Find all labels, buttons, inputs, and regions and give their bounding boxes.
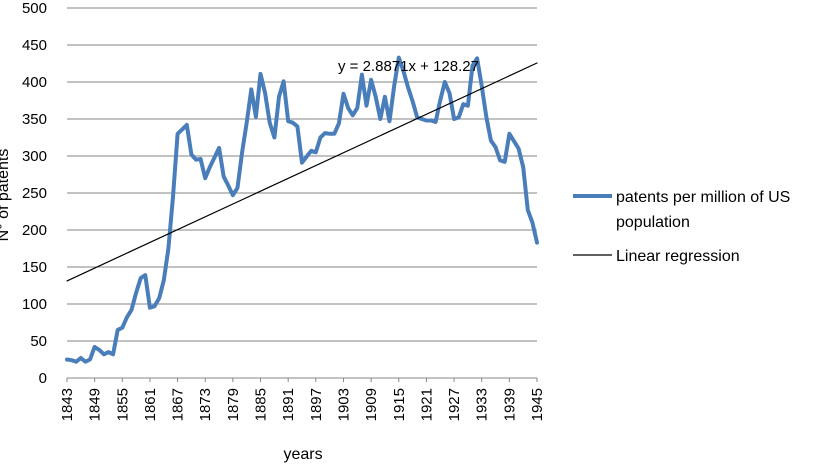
y-tick-label: 0 — [39, 370, 47, 387]
y-tick-label: 450 — [22, 37, 47, 54]
legend-label-regression: Linear regression — [616, 248, 740, 265]
y-tick-label: 250 — [22, 185, 47, 202]
x-tick-label: 1945 — [529, 388, 546, 421]
y-tick-label: 200 — [22, 222, 47, 239]
legend-label-patents-cont: population — [616, 214, 690, 231]
x-tick-label: 1873 — [197, 388, 214, 421]
x-tick-label: 1927 — [446, 388, 463, 421]
x-tick-label: 1849 — [87, 388, 104, 421]
legend: patents per million of US population Lin… — [573, 189, 790, 265]
y-tick-label: 150 — [22, 259, 47, 276]
x-tick-label: 1879 — [225, 388, 242, 421]
regression-line — [66, 62, 538, 282]
y-axis-label: N° of patents — [0, 149, 12, 242]
x-tick-label: 1921 — [418, 388, 435, 421]
y-tick-label: 300 — [22, 148, 47, 165]
x-tick-label: 1909 — [363, 388, 380, 421]
x-tick-label: 1915 — [391, 388, 408, 421]
y-tick-label: 350 — [22, 111, 47, 128]
x-tick-label: 1867 — [170, 388, 187, 421]
x-tick-label: 1885 — [253, 388, 270, 421]
x-tick-label: 1933 — [474, 388, 491, 421]
y-tick-label: 50 — [30, 333, 47, 350]
x-tick-label: 1855 — [114, 388, 131, 421]
patents-series-line — [65, 55, 539, 364]
x-axis-label: years — [283, 446, 322, 463]
legend-label-patents: patents per million of US — [616, 189, 790, 206]
x-tick-label: 1861 — [142, 388, 159, 421]
y-tick-label: 100 — [22, 296, 47, 313]
regression-equation-label: y = 2.8871x + 128.27 — [338, 58, 479, 75]
x-tick-label: 1903 — [335, 388, 352, 421]
x-tick-label: 1939 — [501, 388, 518, 421]
x-axis-tick-labels: 1843 1849 1855 1861 1867 1873 1879 1885 1891 1897… — [59, 378, 546, 421]
y-tick-label: 500 — [22, 0, 47, 17]
y-tick-label: 400 — [22, 74, 47, 91]
series-layer — [65, 55, 539, 364]
x-tick-label: 1843 — [59, 388, 76, 421]
x-tick-label: 1897 — [308, 388, 325, 421]
y-axis-tick-labels: 0 50 100 150 200 250 300 350 400 450 500 — [22, 0, 47, 387]
x-tick-label: 1891 — [280, 388, 297, 421]
